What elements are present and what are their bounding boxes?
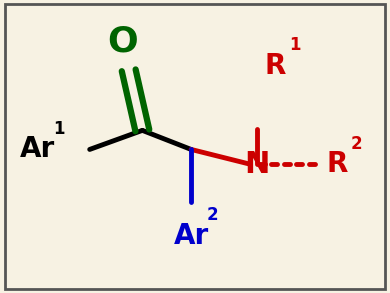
Text: Ar: Ar <box>174 222 209 250</box>
Text: 2: 2 <box>207 206 218 224</box>
Text: 2: 2 <box>351 134 363 153</box>
Text: 1: 1 <box>53 120 64 138</box>
Text: Ar: Ar <box>20 135 55 163</box>
Text: O: O <box>108 24 138 58</box>
Text: 1: 1 <box>289 36 300 54</box>
Text: N: N <box>245 150 270 178</box>
Text: R: R <box>264 52 285 80</box>
Text: R: R <box>327 150 348 178</box>
